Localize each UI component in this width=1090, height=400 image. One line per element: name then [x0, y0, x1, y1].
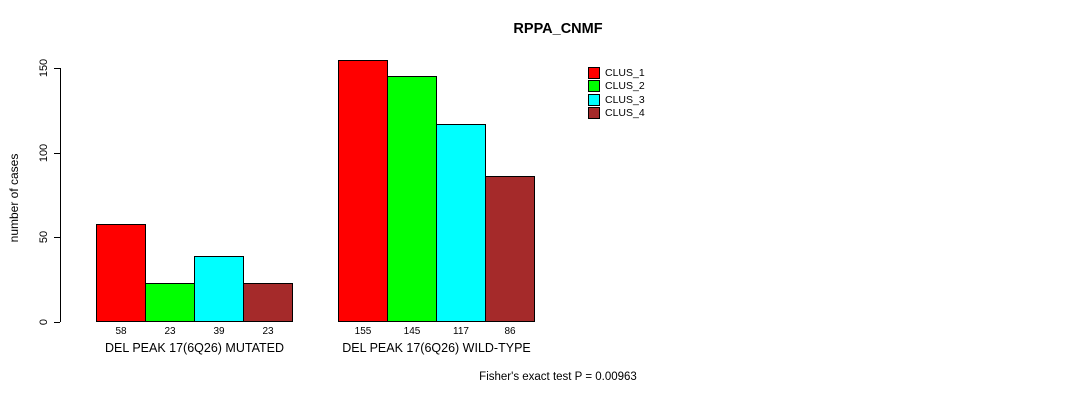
y-axis-line	[60, 68, 61, 322]
group-label: DEL PEAK 17(6Q26) MUTATED	[105, 341, 284, 355]
legend-swatch	[588, 107, 600, 119]
legend-label: CLUS_3	[605, 93, 645, 106]
bar-value-label: 86	[504, 326, 516, 337]
y-axis-tick-label: 0	[38, 318, 50, 326]
bar-clus_4-group1	[243, 283, 293, 322]
legend-label: CLUS_2	[605, 80, 645, 92]
bar-value-label: 155	[354, 326, 372, 337]
y-axis-tick	[54, 237, 60, 239]
bar-clus_1-group1	[96, 223, 146, 322]
y-axis-tick	[54, 322, 60, 323]
bar-clus_1-group2	[338, 59, 388, 322]
bar-clus_2-group1	[145, 283, 195, 322]
legend-swatch	[588, 66, 600, 79]
legend-item: CLUS_1	[588, 66, 645, 79]
legend-swatch	[588, 93, 600, 106]
bar-value-label: 39	[213, 326, 225, 337]
bar-clus_4-group2	[485, 176, 535, 322]
bar-value-label: 145	[403, 326, 421, 337]
footer-annotation: Fisher's exact test P = 0.00963	[479, 371, 637, 383]
y-axis-title: number of cases	[7, 153, 21, 243]
legend-item: CLUS_4	[588, 107, 645, 120]
bar-clus_3-group2	[436, 123, 486, 322]
y-axis-tick	[54, 68, 60, 69]
bar-value-label: 23	[262, 326, 274, 337]
bar-value-label: 58	[115, 326, 127, 337]
bar-value-label: 117	[453, 326, 469, 337]
bar-clus_2-group2	[387, 76, 437, 322]
bar-clus_3-group1	[194, 255, 244, 322]
chart-title: RPPA_CNMF	[513, 21, 603, 37]
legend-label: CLUS_4	[605, 107, 645, 119]
group-label: DEL PEAK 17(6Q26) WILD-TYPE	[342, 341, 531, 355]
y-axis-tick-label: 50	[38, 231, 50, 244]
y-axis-tick-label: 150	[38, 58, 50, 78]
legend-item: CLUS_3	[588, 93, 645, 106]
bar-value-label: 23	[164, 326, 176, 337]
y-axis-tick-label: 100	[38, 143, 50, 162]
legend-label: CLUS_1	[605, 66, 645, 79]
legend-item: CLUS_2	[588, 80, 645, 93]
legend-swatch	[588, 80, 600, 92]
y-axis-tick	[54, 152, 60, 154]
